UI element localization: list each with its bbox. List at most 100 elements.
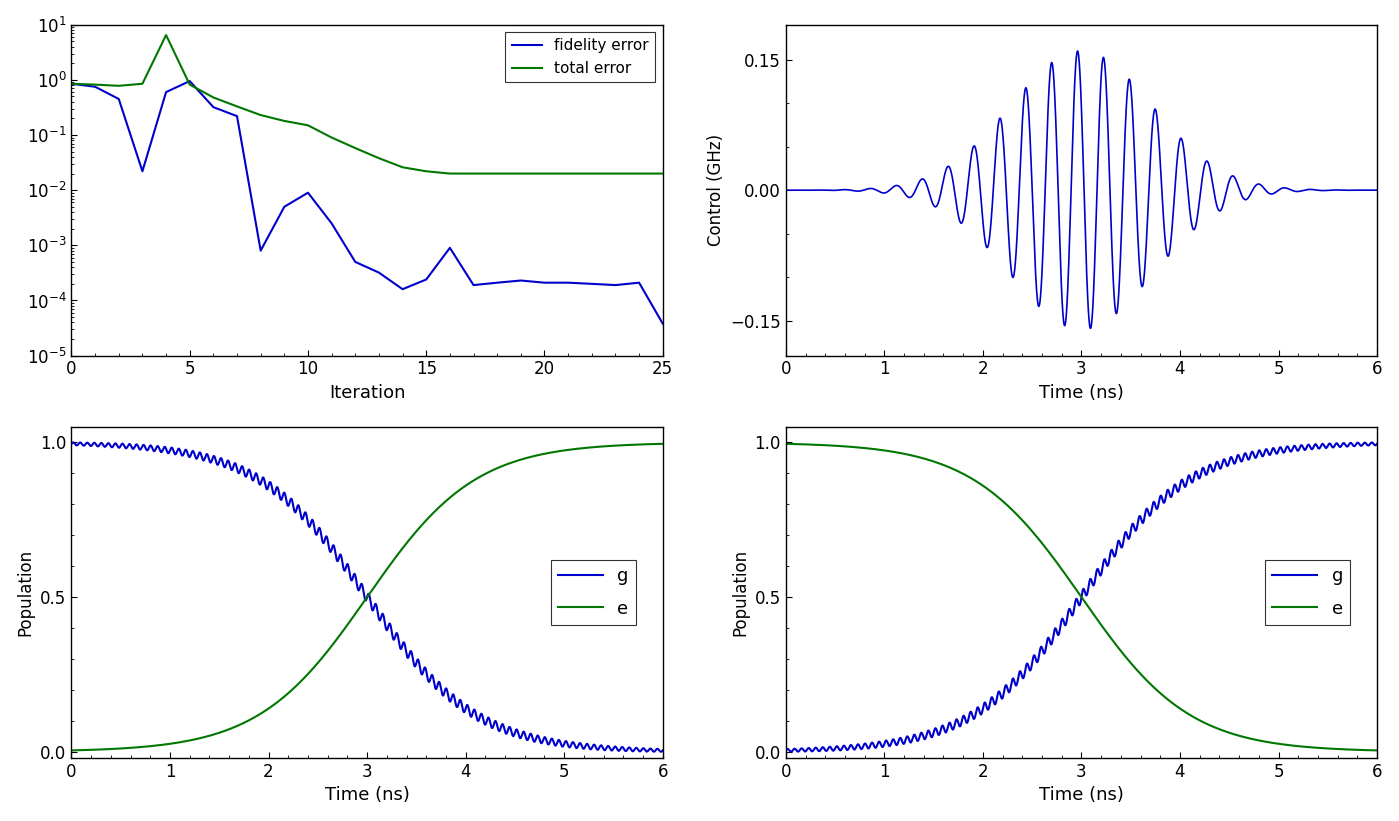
fidelity error — [276, 202, 292, 212]
X-axis label: Time (ns): Time (ns) — [325, 787, 410, 805]
total error — [299, 121, 316, 131]
total error — [560, 168, 576, 178]
e — [63, 745, 80, 755]
total error — [488, 168, 505, 178]
e — [637, 439, 653, 449]
Y-axis label: Control (GHz): Control (GHz) — [706, 134, 725, 246]
Line: e: e — [71, 444, 663, 750]
total error — [536, 168, 553, 178]
total error — [206, 93, 222, 103]
fidelity error — [395, 284, 411, 294]
total error — [276, 116, 292, 126]
fidelity error — [206, 103, 222, 112]
total error — [111, 81, 127, 91]
g — [1351, 440, 1368, 450]
fidelity error — [323, 218, 340, 228]
total error — [631, 168, 648, 178]
e — [637, 439, 653, 449]
fidelity error — [371, 268, 388, 277]
fidelity error — [158, 87, 175, 97]
Y-axis label: Population: Population — [17, 549, 35, 636]
total error — [583, 168, 600, 178]
g — [778, 745, 795, 755]
total error — [87, 80, 104, 89]
total error — [252, 110, 269, 120]
g — [1049, 630, 1066, 640]
e — [1351, 745, 1368, 754]
fidelity error — [631, 277, 648, 287]
e — [778, 439, 795, 449]
fidelity error — [442, 243, 459, 253]
g — [94, 438, 111, 448]
total error — [395, 163, 411, 172]
e — [655, 439, 672, 449]
fidelity error — [512, 276, 529, 286]
total error — [655, 168, 672, 178]
g — [782, 747, 799, 757]
fidelity error — [536, 277, 553, 287]
g — [637, 745, 653, 755]
fidelity error — [560, 277, 576, 287]
X-axis label: Iteration: Iteration — [329, 384, 406, 402]
X-axis label: Time (ns): Time (ns) — [1039, 384, 1123, 402]
g — [1065, 607, 1081, 617]
total error — [158, 30, 175, 40]
Line: g: g — [786, 443, 1377, 752]
total error — [464, 168, 481, 178]
total error — [134, 79, 151, 89]
fidelity error — [299, 188, 316, 198]
fidelity error — [111, 94, 127, 104]
fidelity error — [583, 279, 600, 289]
e — [351, 603, 368, 613]
g — [655, 745, 672, 755]
Y-axis label: Population: Population — [732, 549, 748, 636]
Legend: g, e: g, e — [551, 560, 637, 625]
fidelity error — [655, 319, 672, 328]
fidelity error — [228, 111, 245, 121]
Line: e: e — [786, 444, 1377, 750]
total error — [323, 133, 340, 143]
g — [1351, 440, 1368, 450]
fidelity error — [347, 257, 364, 267]
fidelity error — [607, 280, 624, 290]
Legend: fidelity error, total error: fidelity error, total error — [505, 32, 655, 82]
total error — [607, 168, 624, 178]
total error — [228, 102, 245, 112]
e — [334, 626, 351, 635]
g — [336, 564, 353, 574]
X-axis label: Time (ns): Time (ns) — [1039, 787, 1123, 805]
e — [1368, 745, 1385, 755]
fidelity error — [87, 82, 104, 92]
e — [1049, 559, 1066, 569]
e — [94, 745, 111, 754]
total error — [442, 168, 459, 178]
total error — [418, 167, 435, 177]
fidelity error — [134, 167, 151, 177]
g — [1364, 438, 1381, 447]
total error — [182, 80, 199, 89]
g — [652, 747, 669, 757]
e — [1065, 580, 1081, 590]
fidelity error — [63, 79, 80, 89]
Line: fidelity error: fidelity error — [71, 81, 663, 323]
e — [807, 440, 824, 450]
g — [351, 585, 368, 594]
Legend: g, e: g, e — [1265, 560, 1350, 625]
g — [64, 438, 81, 447]
g — [638, 746, 655, 756]
e — [1351, 745, 1368, 754]
g — [807, 743, 824, 753]
fidelity error — [464, 280, 481, 290]
total error — [63, 79, 80, 89]
fidelity error — [252, 245, 269, 255]
g — [1244, 447, 1260, 457]
Line: g: g — [71, 443, 663, 752]
total error — [347, 143, 364, 153]
fidelity error — [418, 274, 435, 284]
e — [529, 451, 546, 461]
g — [1368, 439, 1385, 449]
Line: total error: total error — [71, 35, 663, 173]
e — [1242, 734, 1259, 744]
total error — [371, 154, 388, 163]
fidelity error — [488, 277, 505, 287]
